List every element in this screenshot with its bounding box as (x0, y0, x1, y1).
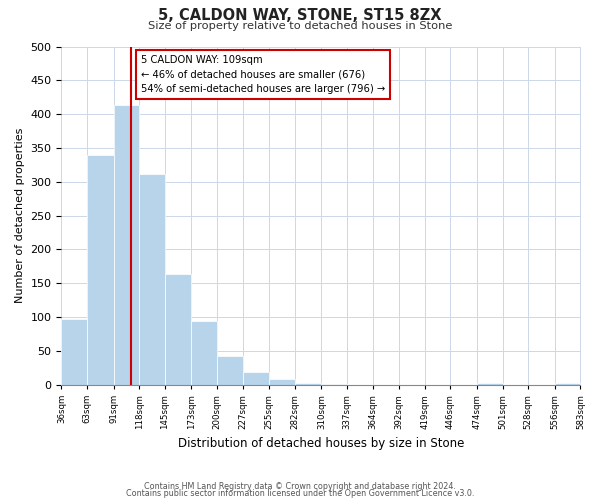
Bar (113, 106, 139, 385)
Bar (295, 382, 322, 385)
Text: 5, CALDON WAY, STONE, ST15 8ZX: 5, CALDON WAY, STONE, ST15 8ZX (158, 8, 442, 22)
Bar (555, 384, 580, 385)
Bar (322, 384, 347, 385)
Bar (269, 380, 295, 385)
Text: Size of property relative to detached houses in Stone: Size of property relative to detached ho… (148, 21, 452, 31)
Text: Contains HM Land Registry data © Crown copyright and database right 2024.: Contains HM Land Registry data © Crown c… (144, 482, 456, 491)
Text: Contains public sector information licensed under the Open Government Licence v3: Contains public sector information licen… (126, 489, 474, 498)
Bar (87, 154, 113, 385)
Bar (165, 274, 191, 385)
Bar (61, 319, 87, 385)
Text: 5 CALDON WAY: 109sqm
← 46% of detached houses are smaller (676)
54% of semi-deta: 5 CALDON WAY: 109sqm ← 46% of detached h… (141, 54, 385, 94)
Bar (191, 321, 217, 385)
Bar (242, 372, 269, 385)
Bar (477, 384, 503, 385)
Bar (139, 174, 165, 385)
Bar (217, 356, 242, 385)
X-axis label: Distribution of detached houses by size in Stone: Distribution of detached houses by size … (178, 437, 464, 450)
Y-axis label: Number of detached properties: Number of detached properties (15, 128, 25, 304)
